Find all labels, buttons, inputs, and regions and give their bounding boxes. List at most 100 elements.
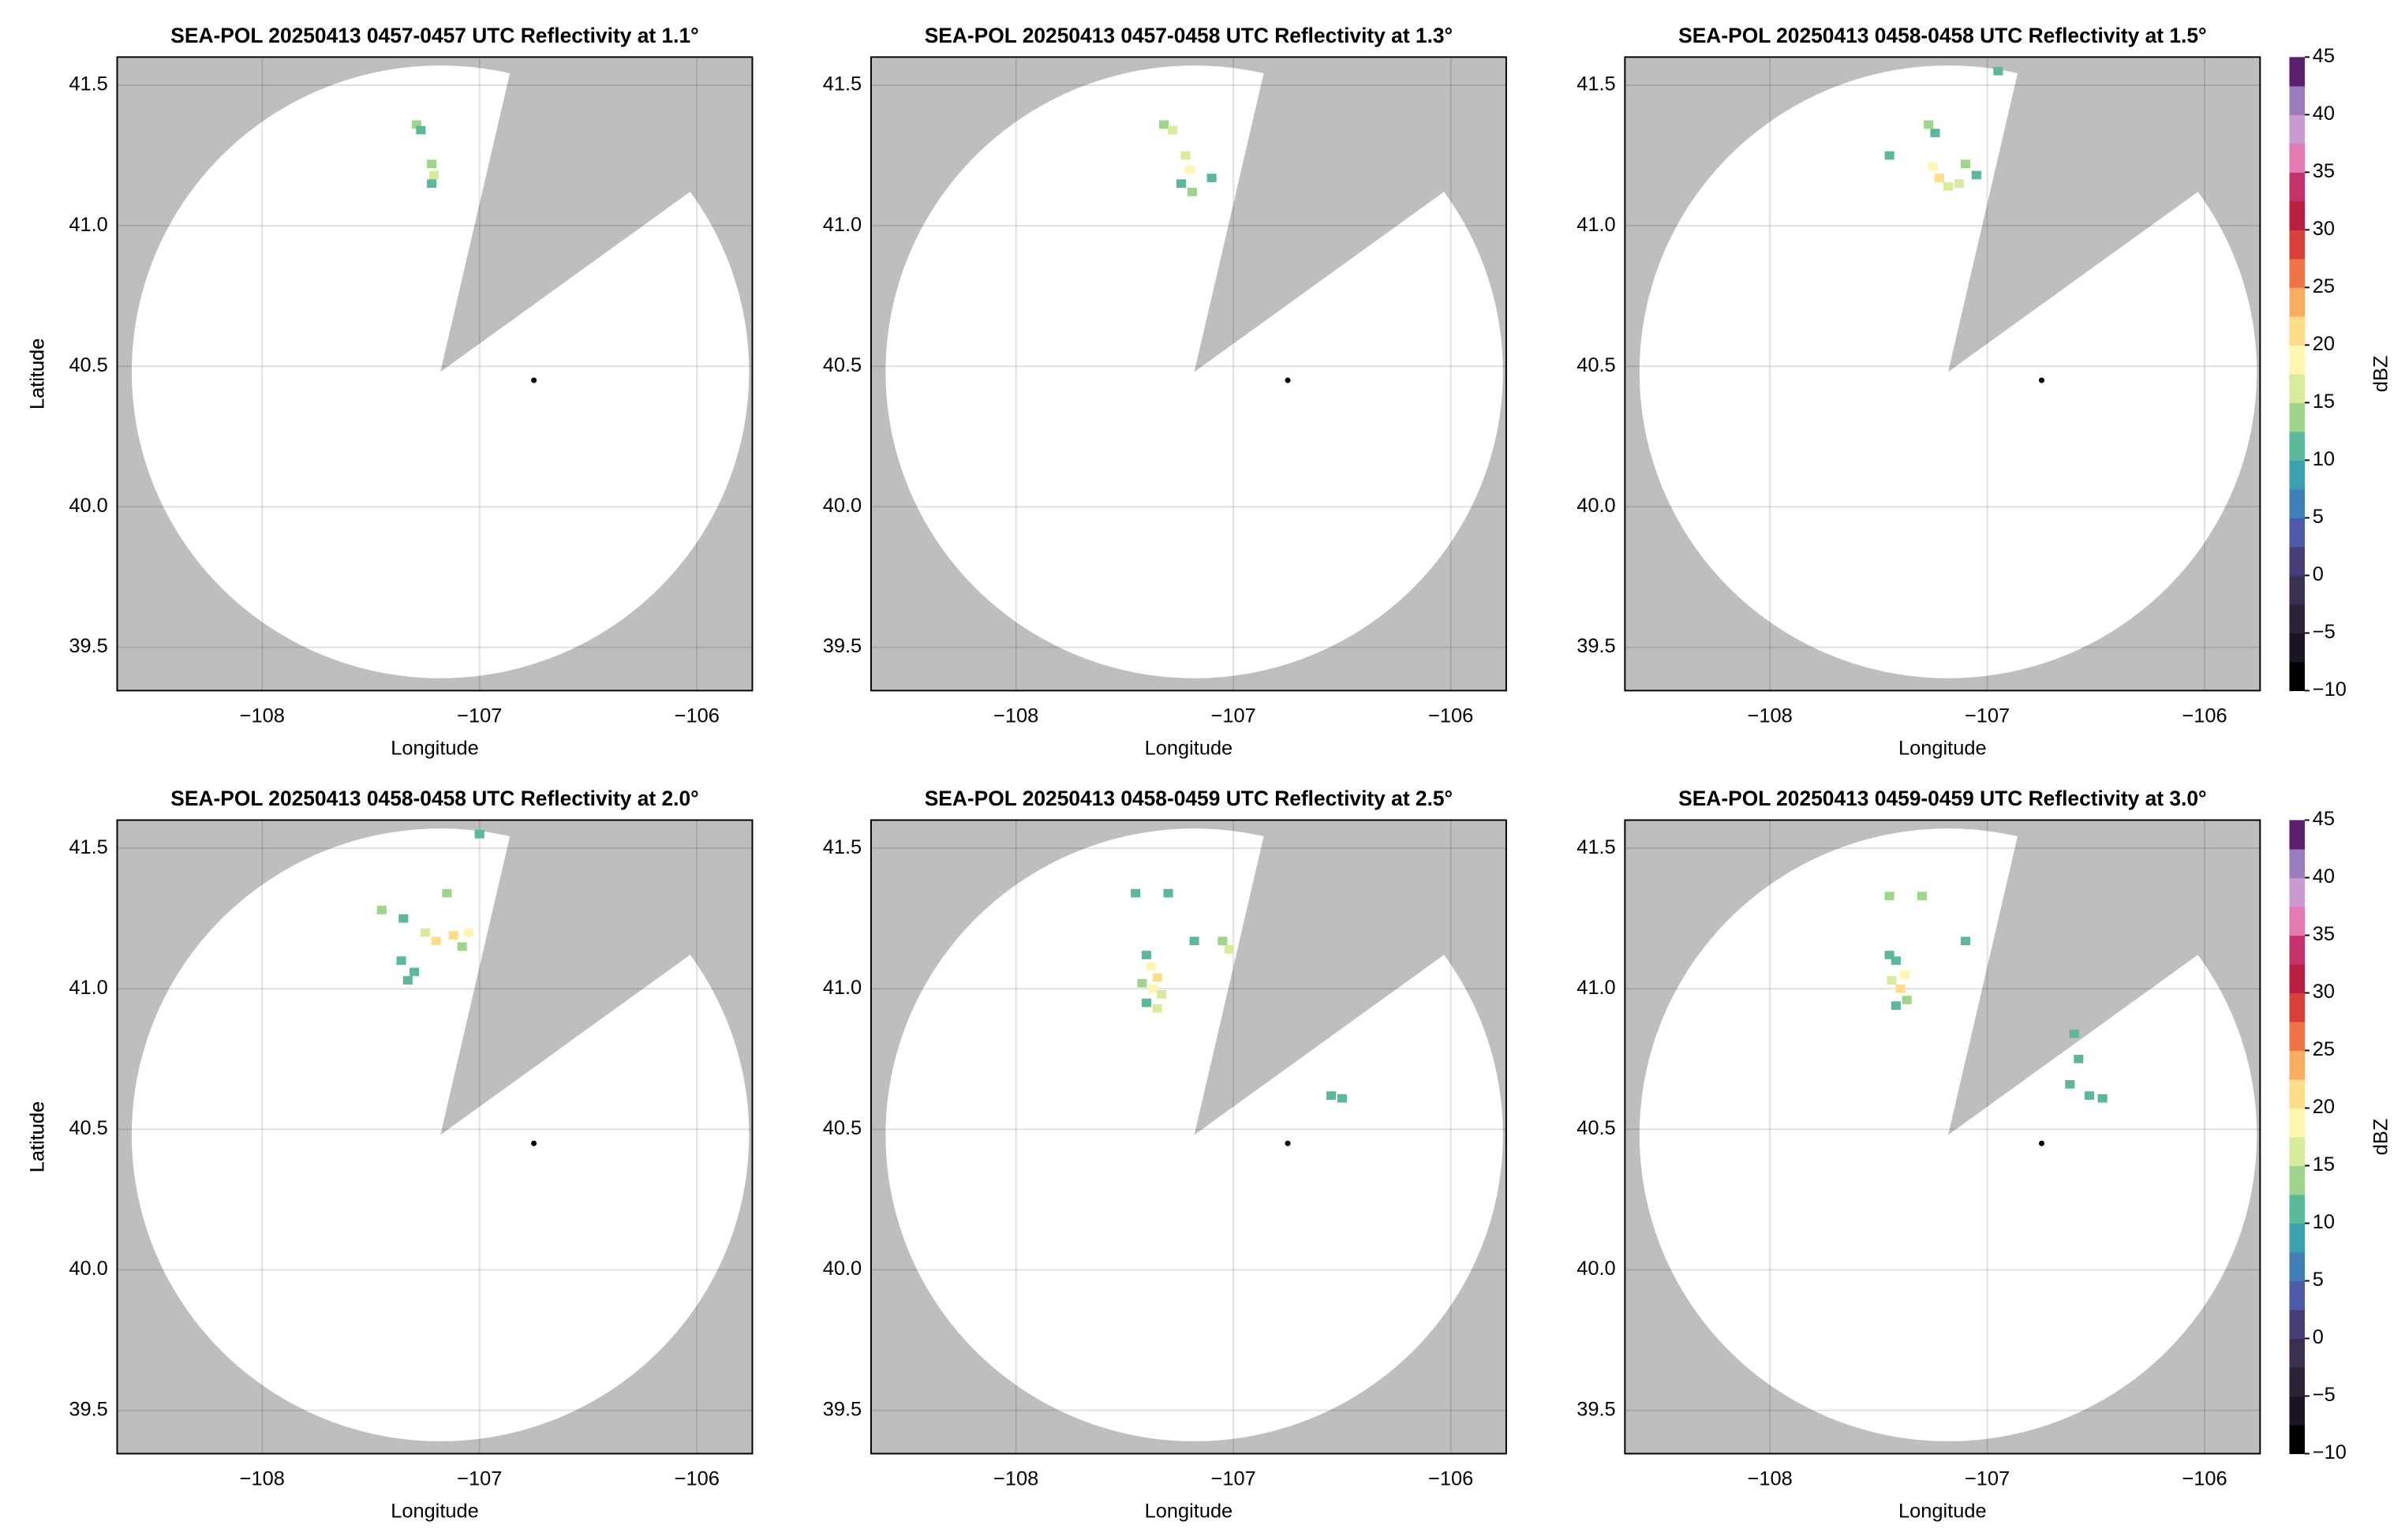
echo — [428, 170, 439, 180]
echo — [1891, 1001, 1901, 1010]
x-tick-label: −107 — [457, 1467, 502, 1490]
colorbar-tick-label: −10 — [2313, 1441, 2347, 1463]
panel: −108 −107 −106 39.5 40.0 40.5 41.0 41.5 SEA-POL … — [27, 787, 754, 1522]
colorbar-band — [2289, 1396, 2305, 1426]
y-tick-label: 39.5 — [823, 1398, 862, 1420]
colorbar-band — [2289, 661, 2305, 691]
colorbar-band — [2289, 1194, 2305, 1224]
y-tick-label: 40.5 — [69, 1117, 107, 1139]
colorbar-band — [2289, 935, 2305, 965]
colorbar-band — [2289, 143, 2305, 173]
radar-coverage — [1639, 828, 2257, 1441]
colorbar-band — [2289, 402, 2305, 432]
y-tick-label: 40.0 — [1577, 1258, 1615, 1280]
echo — [1960, 159, 1971, 169]
x-tick-label: −107 — [1211, 705, 1256, 727]
y-tick-label: 40.0 — [823, 1258, 862, 1280]
echo — [463, 928, 474, 937]
y-tick-label: 40.0 — [69, 1258, 107, 1280]
colorbar-band — [2289, 604, 2305, 634]
radar-site — [2038, 1140, 2044, 1146]
x-tick-label: −108 — [240, 705, 285, 727]
echo — [1917, 891, 1928, 901]
colorbar-tick-label: 40 — [2313, 103, 2335, 125]
y-axis-label: Latitude — [27, 1101, 49, 1172]
colorbar-band — [2289, 316, 2305, 346]
colorbar-tick-label: 0 — [2313, 563, 2324, 585]
y-tick-label: 41.5 — [69, 73, 107, 95]
axes-frame — [116, 819, 754, 1455]
y-tick-label: 40.0 — [1577, 495, 1615, 517]
colorbar-band — [2289, 1280, 2305, 1310]
colorbar-tick-label: 35 — [2313, 160, 2335, 182]
echo — [427, 179, 437, 189]
colorbar-band — [2289, 200, 2305, 230]
echo — [1943, 181, 1954, 191]
colorbar-tick-label: 5 — [2313, 506, 2324, 528]
echo — [1146, 962, 1156, 971]
echo — [420, 928, 430, 937]
colorbar-band — [2289, 57, 2305, 87]
x-axis-label: Longitude — [1898, 1500, 1987, 1522]
y-axis-label: Latitude — [27, 1101, 49, 1172]
x-axis-label: Longitude — [1145, 737, 1233, 759]
chart-title: SEA-POL 20250413 0458-0459 UTC Reflectiv… — [925, 787, 1453, 810]
y-tick-label: 41.0 — [69, 214, 107, 236]
echo — [1960, 936, 1971, 946]
y-tick-label: 41.5 — [69, 836, 107, 858]
echo — [1148, 984, 1158, 993]
x-axis-label: Longitude — [391, 737, 479, 759]
colorbar-band — [2289, 1310, 2305, 1340]
chart-title: SEA-POL 20250413 0457-0458 UTC Reflectiv… — [925, 24, 1453, 47]
echo — [410, 967, 420, 977]
y-axis-label: Latitude — [27, 338, 49, 409]
colorbar-band — [2289, 1050, 2305, 1080]
radar-site — [1285, 1140, 1291, 1146]
x-axis-label: Longitude — [1145, 1500, 1233, 1522]
axes-frame — [116, 56, 754, 692]
echo — [2065, 1080, 2075, 1089]
colorbar-tick-label: 15 — [2313, 391, 2335, 413]
y-tick-label: 39.5 — [69, 1398, 107, 1420]
colorbar-tick-label: 5 — [2313, 1269, 2324, 1291]
colorbar-tick-label: 20 — [2313, 1096, 2335, 1118]
colorbar-band — [2289, 992, 2305, 1022]
x-tick-label: −106 — [1428, 1467, 1473, 1490]
colorbar-band — [2289, 877, 2305, 907]
colorbar-band — [2289, 1165, 2305, 1195]
colorbar-band — [2289, 633, 2305, 663]
colorbar-band — [2289, 460, 2305, 490]
echo — [448, 931, 458, 940]
echo — [1884, 891, 1894, 901]
echo — [427, 159, 437, 169]
echo — [2097, 1093, 2108, 1103]
echo — [442, 888, 452, 898]
axes-frame — [870, 56, 1507, 692]
x-tick-label: −106 — [2182, 705, 2227, 727]
echo — [1176, 179, 1187, 189]
panel: −108 −107 −106 39.5 40.0 40.5 41.0 41.5 SEA-POL … — [27, 787, 1507, 1522]
colorbar-band — [2289, 258, 2305, 288]
y-tick-label: 41.0 — [1577, 977, 1615, 999]
x-tick-label: −106 — [2182, 1467, 2227, 1490]
colorbar-tick-label: −5 — [2313, 1384, 2336, 1406]
colorbar-tick-label: 45 — [2313, 45, 2335, 67]
echo — [1141, 951, 1152, 959]
y-axis-label: Latitude — [27, 338, 49, 409]
x-tick-label: −107 — [457, 705, 502, 727]
colorbar-band — [2289, 114, 2305, 144]
panel: −108 −107 −106 39.5 40.0 40.5 41.0 41.5 SEA-POL … — [27, 787, 2392, 1522]
axes-frame — [1624, 819, 2261, 1455]
y-tick-label: 41.0 — [1577, 214, 1615, 236]
echo — [1180, 151, 1191, 160]
y-tick-label: 41.0 — [69, 977, 107, 999]
echo — [1887, 976, 1897, 985]
echo — [1924, 120, 1934, 129]
echo — [398, 914, 409, 923]
chart-title: SEA-POL 20250413 0457-0457 UTC Reflectiv… — [170, 24, 698, 47]
echo — [1954, 179, 1964, 189]
colorbar-band — [2289, 1425, 2305, 1455]
x-tick-label: −108 — [993, 1467, 1038, 1490]
x-tick-label: −107 — [1965, 705, 2010, 727]
